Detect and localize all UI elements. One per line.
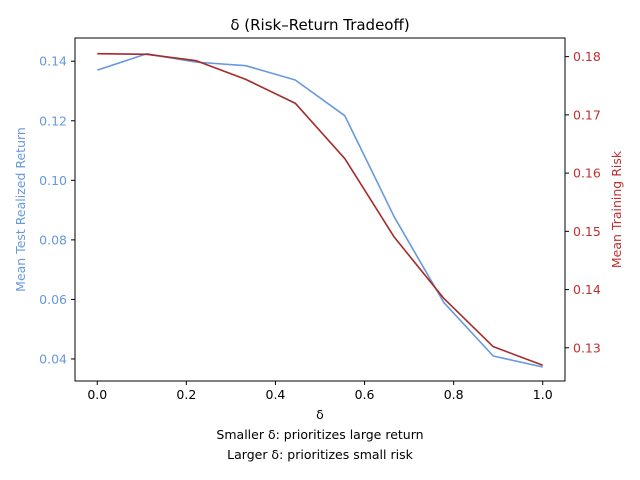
x-axis-note-small-delta: Smaller δ: prioritizes large return: [216, 427, 423, 442]
x-axis-note-large-delta: Larger δ: prioritizes small risk: [227, 447, 413, 462]
left-y-axis: 0.04 0.06 0.08 0.10 0.12 0.14: [39, 54, 75, 366]
x-tick-label: 0.0: [87, 387, 107, 402]
right-y-tick-label: 0.13: [573, 340, 601, 355]
right-y-axis: 0.13 0.14 0.15 0.16 0.17 0.18: [565, 49, 601, 355]
right-y-tick-label: 0.18: [573, 49, 601, 64]
left-y-tick-label: 0.04: [39, 351, 67, 366]
x-tick-label: 0.6: [355, 387, 375, 402]
left-y-tick-label: 0.14: [39, 54, 67, 69]
right-y-tick-label: 0.16: [573, 166, 601, 181]
left-y-tick-label: 0.10: [39, 173, 67, 188]
plot-frame: [74, 37, 566, 382]
right-y-tick-label: 0.17: [573, 107, 601, 122]
x-tick-label: 0.2: [176, 387, 196, 402]
x-tick-label: 0.4: [266, 387, 286, 402]
right-y-axis-label: Mean Training Risk: [609, 150, 624, 268]
chart-title: δ (Risk–Return Tradeoff): [230, 16, 409, 34]
x-axis: 0.0 0.2 0.4 0.6 0.8 1.0: [87, 381, 553, 402]
training-risk-line: [97, 52, 544, 367]
test-return-line: [97, 52, 543, 368]
x-tick-label: 0.8: [444, 387, 464, 402]
x-axis-label: δ: [316, 407, 324, 422]
left-y-tick-label: 0.06: [39, 292, 67, 307]
plot-area: [97, 52, 544, 368]
right-y-tick-label: 0.15: [573, 224, 601, 239]
left-y-axis-label: Mean Test Realized Return: [13, 127, 28, 292]
left-y-tick-label: 0.12: [39, 113, 67, 128]
right-y-tick-label: 0.14: [573, 282, 601, 297]
x-tick-label: 1.0: [533, 387, 553, 402]
left-y-tick-label: 0.08: [39, 232, 67, 247]
